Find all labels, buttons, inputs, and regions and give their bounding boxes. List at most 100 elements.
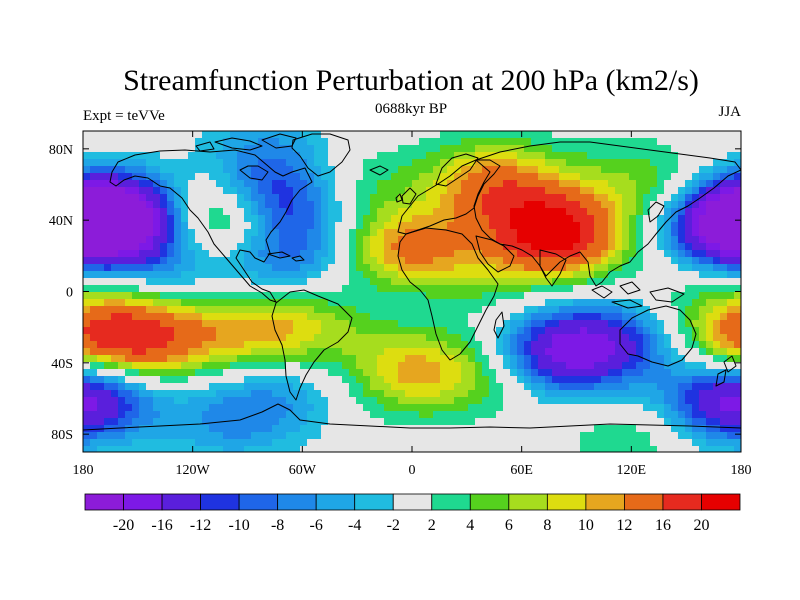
field-cell xyxy=(132,257,140,265)
field-cell xyxy=(720,250,728,258)
field-cell xyxy=(734,292,741,300)
field-cell xyxy=(559,418,567,426)
field-cell xyxy=(636,341,644,349)
field-cell xyxy=(601,327,609,335)
field-cell xyxy=(552,264,560,272)
field-cell xyxy=(104,215,112,223)
field-cell xyxy=(314,278,322,286)
field-cell xyxy=(286,404,294,412)
field-cell xyxy=(517,187,525,195)
field-cell xyxy=(328,320,336,328)
field-cell xyxy=(538,348,546,356)
field-cell xyxy=(279,145,287,153)
field-cell xyxy=(587,362,595,370)
field-cell xyxy=(489,418,497,426)
field-cell xyxy=(671,180,679,188)
field-cell xyxy=(706,348,714,356)
field-cell xyxy=(181,131,189,139)
field-cell xyxy=(713,446,721,452)
field-cell xyxy=(391,278,399,286)
field-cell xyxy=(286,138,294,146)
field-cell xyxy=(244,439,252,447)
field-cell xyxy=(475,250,483,258)
field-cell xyxy=(587,208,595,216)
field-cell xyxy=(328,187,336,195)
field-cell xyxy=(356,229,364,237)
field-cell xyxy=(643,334,651,342)
field-cell xyxy=(608,411,616,419)
field-cell xyxy=(104,376,112,384)
field-cell xyxy=(587,257,595,265)
field-cell xyxy=(90,173,98,181)
field-cell xyxy=(258,236,266,244)
field-cell xyxy=(223,166,231,174)
field-cell xyxy=(636,313,644,321)
field-cell xyxy=(384,243,392,251)
field-cell xyxy=(398,348,406,356)
field-cell xyxy=(545,418,553,426)
field-cell xyxy=(209,383,217,391)
field-cell xyxy=(650,138,658,146)
field-cell xyxy=(643,418,651,426)
field-cell xyxy=(664,446,672,452)
field-cell xyxy=(384,397,392,405)
field-cell xyxy=(622,264,630,272)
field-cell xyxy=(650,299,658,307)
field-cell xyxy=(279,390,287,398)
field-cell xyxy=(580,320,588,328)
field-cell xyxy=(398,439,406,447)
field-cell xyxy=(566,229,574,237)
field-cell xyxy=(496,229,504,237)
field-cell xyxy=(146,362,154,370)
field-cell xyxy=(244,145,252,153)
field-cell xyxy=(216,355,224,363)
field-cell xyxy=(321,299,329,307)
field-cell xyxy=(321,159,329,167)
field-cell xyxy=(300,278,308,286)
field-cell xyxy=(699,243,707,251)
field-cell xyxy=(83,229,91,237)
field-cell xyxy=(622,411,630,419)
field-cell xyxy=(664,334,672,342)
field-cell xyxy=(97,292,105,300)
field-cell xyxy=(657,145,665,153)
field-cell xyxy=(566,446,574,452)
field-cell xyxy=(90,446,98,452)
field-cell xyxy=(160,166,168,174)
field-cell xyxy=(510,334,518,342)
field-cell xyxy=(223,201,231,209)
field-cell xyxy=(405,180,413,188)
field-cell xyxy=(412,383,420,391)
field-cell xyxy=(300,411,308,419)
colorbar-label: 20 xyxy=(693,517,709,534)
field-cell xyxy=(692,355,700,363)
field-cell xyxy=(384,306,392,314)
field-cell xyxy=(265,390,273,398)
field-cell xyxy=(468,446,476,452)
field-cell xyxy=(629,166,637,174)
field-cell xyxy=(349,243,357,251)
field-cell xyxy=(181,334,189,342)
field-cell xyxy=(356,292,364,300)
field-cell xyxy=(545,201,553,209)
field-cell xyxy=(608,173,616,181)
field-cell xyxy=(146,369,154,377)
field-cell xyxy=(286,327,294,335)
field-cell xyxy=(398,250,406,258)
field-cell xyxy=(629,271,637,279)
field-cell xyxy=(328,285,336,293)
field-cell xyxy=(671,138,679,146)
field-cell xyxy=(118,446,126,452)
field-cell xyxy=(692,446,700,452)
field-cell xyxy=(370,313,378,321)
field-cell xyxy=(293,229,301,237)
field-cell xyxy=(629,313,637,321)
field-cell xyxy=(566,383,574,391)
field-cell xyxy=(734,152,741,160)
field-cell xyxy=(300,159,308,167)
field-cell xyxy=(426,313,434,321)
field-cell xyxy=(167,390,175,398)
field-cell xyxy=(111,369,119,377)
field-cell xyxy=(517,264,525,272)
field-cell xyxy=(321,362,329,370)
